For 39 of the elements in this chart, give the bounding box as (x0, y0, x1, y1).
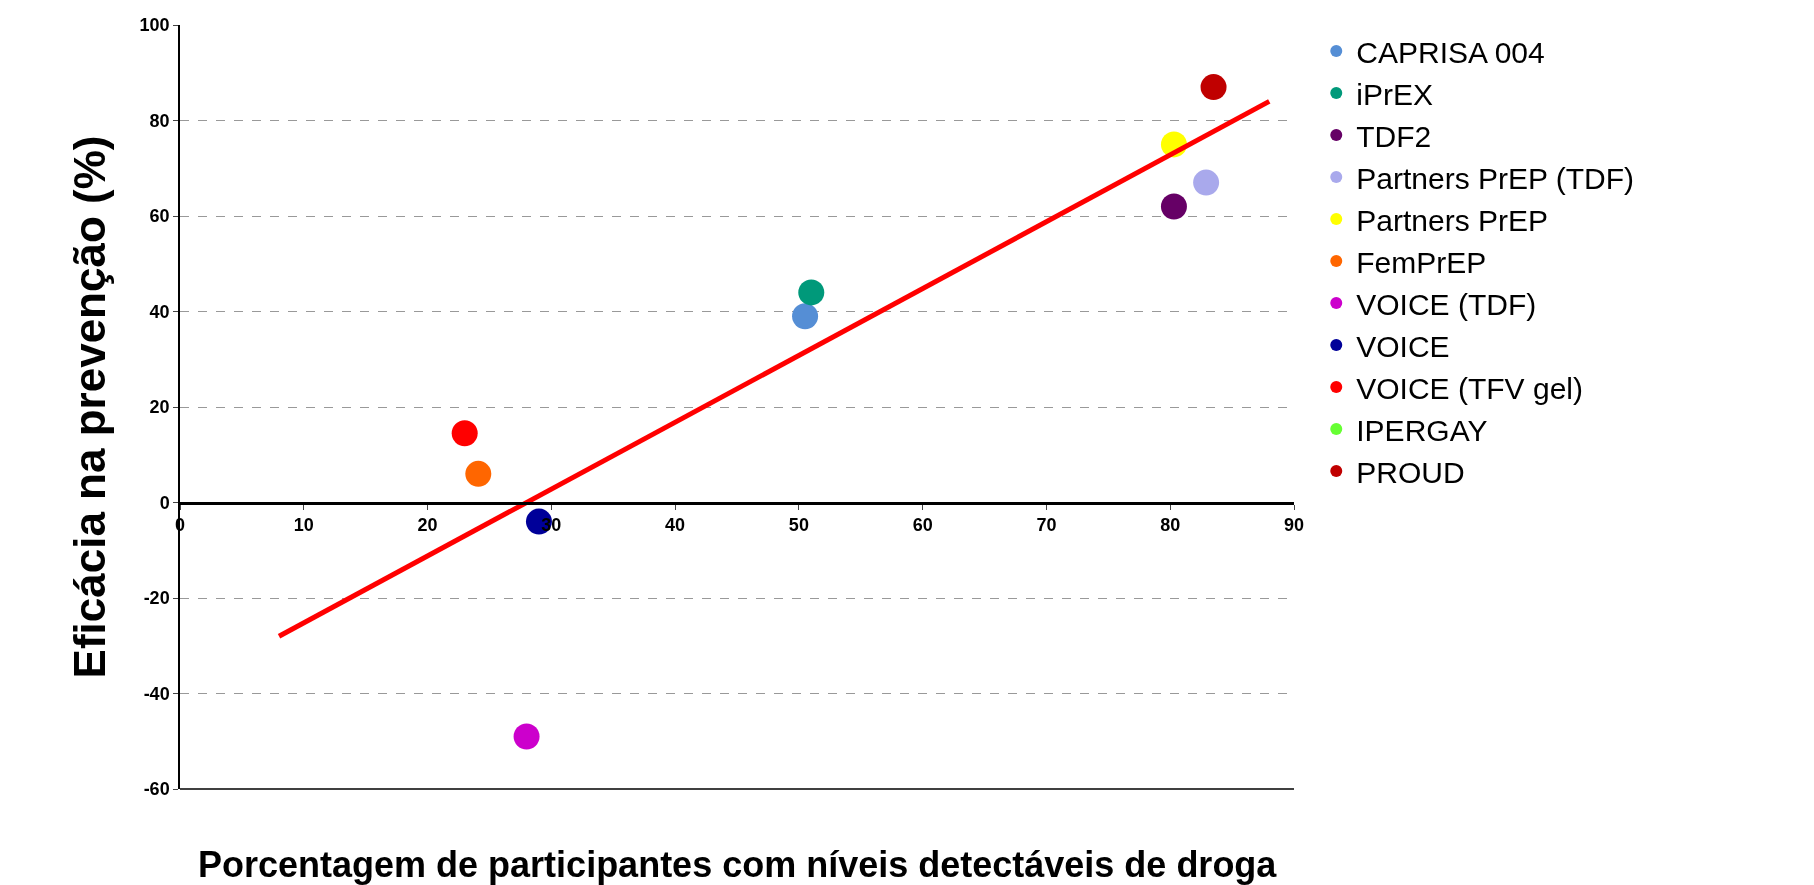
y-tick-label: -40 (143, 683, 170, 704)
legend-label: Partners PrEP (1356, 203, 1549, 237)
y-tick-label: 0 (159, 492, 170, 513)
y-tick-label: -20 (143, 588, 170, 609)
legend-label: FemPrEP (1356, 245, 1487, 279)
y-tick-label: 100 (139, 15, 170, 36)
x-tick-label: 60 (912, 515, 933, 536)
x-tick-label: 70 (1036, 515, 1057, 536)
point (798, 279, 825, 306)
point (1160, 193, 1187, 220)
x-tick-label: 50 (788, 515, 809, 536)
legend-label: VOICE (TFV gel) (1356, 371, 1583, 405)
x-tick-label: 20 (417, 515, 438, 536)
y-tick-label: 40 (149, 301, 170, 322)
y-tick-label: 80 (149, 110, 170, 131)
x-tick-label: 10 (293, 515, 314, 536)
x-tick-label: 90 (1283, 515, 1305, 536)
x-axis-title: Porcentagem de participantes com níveis detectáveis de droga (198, 844, 1278, 885)
legend-label: PROUD (1356, 455, 1465, 489)
legend-label: CAPRISA 004 (1356, 35, 1545, 69)
x-tick-label: 30 (541, 515, 562, 536)
legend-label: TDF2 (1356, 119, 1432, 153)
legend-label: VOICE (TDF) (1356, 287, 1537, 321)
legend-label: iPrEX (1356, 77, 1433, 111)
point (792, 303, 819, 330)
y-tick-label: 60 (149, 206, 170, 227)
x-tick-label: 80 (1160, 515, 1181, 536)
legend-label: Partners PrEP (TDF) (1356, 161, 1635, 195)
legend-label: VOICE (1356, 329, 1450, 363)
point (1200, 74, 1227, 101)
y-axis-title: Eficácia na prevenção (%) (65, 135, 115, 679)
point (513, 723, 540, 750)
y-tick-label: -60 (143, 779, 170, 800)
legend-label: IPERGAY (1356, 413, 1488, 447)
point (451, 420, 478, 447)
point (1193, 169, 1220, 196)
x-tick-label: 40 (665, 515, 686, 536)
point (465, 460, 492, 487)
y-tick-label: 20 (149, 397, 170, 418)
